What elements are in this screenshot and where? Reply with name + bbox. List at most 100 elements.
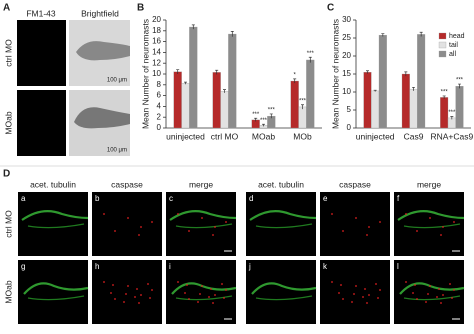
error-bar bbox=[419, 31, 423, 37]
micrograph bbox=[320, 192, 390, 256]
fluorescence-image bbox=[17, 20, 66, 86]
error-bar bbox=[412, 86, 415, 91]
caspase-signal bbox=[127, 217, 129, 219]
error-bar bbox=[301, 104, 304, 110]
fluorescence-image bbox=[17, 90, 66, 156]
caspase-signal bbox=[225, 221, 227, 223]
micrograph bbox=[246, 192, 316, 256]
caspase-signal bbox=[362, 296, 364, 298]
panel-letter: i bbox=[169, 262, 171, 271]
y-tick-label: 12 bbox=[152, 58, 161, 67]
caspase-signal bbox=[140, 226, 142, 228]
column-header: acet. tubulin bbox=[258, 179, 304, 189]
panel-letter: B bbox=[137, 3, 144, 14]
error-bar bbox=[458, 83, 461, 89]
caspase-signal bbox=[405, 281, 407, 283]
legend-swatch bbox=[438, 50, 447, 58]
caspase-signal bbox=[140, 294, 142, 296]
caspase-signal bbox=[151, 221, 153, 223]
caspase-signal bbox=[353, 293, 355, 295]
scale-bar-label: 100 μm bbox=[107, 78, 127, 84]
row-label: MOab bbox=[3, 280, 13, 303]
panel-letter: k bbox=[323, 262, 328, 271]
row-label: ctrl MO bbox=[3, 210, 13, 238]
legend-swatch bbox=[438, 41, 447, 49]
caspase-signal bbox=[340, 284, 342, 286]
error-bar bbox=[450, 116, 454, 120]
bar bbox=[378, 34, 387, 129]
column-header: caspase bbox=[111, 179, 143, 189]
x-tick-label: RNA+Cas9 bbox=[430, 131, 473, 141]
x-tick-label: uninjected bbox=[166, 131, 205, 141]
caspase-signal bbox=[188, 230, 190, 232]
caspase-signal bbox=[177, 213, 179, 215]
column-header: caspase bbox=[339, 179, 371, 189]
micrograph bbox=[246, 260, 316, 324]
column-header: acet. tubulin bbox=[30, 179, 76, 189]
micrograph bbox=[166, 192, 236, 256]
bar bbox=[212, 72, 221, 129]
y-tick-label: 20 bbox=[342, 51, 351, 60]
caspase-signal bbox=[197, 301, 199, 303]
caspase-signal bbox=[331, 213, 333, 215]
y-axis-label: Mean Number of neuromasts bbox=[330, 19, 340, 129]
significance: *** bbox=[260, 118, 268, 124]
panel-letter: C bbox=[327, 3, 334, 14]
bar bbox=[189, 26, 198, 129]
error-bar bbox=[230, 30, 234, 37]
caspase-signal bbox=[442, 226, 444, 228]
error-bar bbox=[215, 69, 219, 75]
tubulin-signal bbox=[251, 282, 317, 295]
bar bbox=[363, 72, 372, 129]
caspase-signal bbox=[342, 230, 344, 232]
caspase-signal bbox=[110, 292, 112, 294]
error-bar bbox=[308, 56, 312, 63]
y-tick-label: 2 bbox=[157, 112, 162, 121]
significance: *** bbox=[268, 108, 276, 114]
column-header: merge bbox=[189, 179, 213, 189]
caspase-signal bbox=[184, 292, 186, 294]
caspase-signal bbox=[379, 221, 381, 223]
x-tick-label: Cas9 bbox=[404, 131, 424, 141]
x-tick-label: MOb bbox=[293, 131, 312, 141]
x-tick-label: MOab bbox=[252, 131, 275, 141]
micrograph bbox=[92, 192, 162, 256]
tubulin-signal bbox=[175, 223, 233, 229]
y-tick-label: 5 bbox=[347, 105, 352, 114]
caspase-signal bbox=[429, 217, 431, 219]
bar bbox=[181, 83, 190, 129]
error-bar bbox=[254, 117, 258, 122]
error-bar bbox=[366, 70, 369, 74]
significance: *** bbox=[299, 98, 307, 104]
tubulin-signal bbox=[27, 223, 85, 229]
bar bbox=[409, 88, 418, 129]
micrograph bbox=[320, 260, 390, 324]
panel-letter: b bbox=[95, 194, 100, 203]
caspase-signal bbox=[114, 298, 116, 300]
error-bar bbox=[176, 69, 180, 74]
micrograph bbox=[394, 192, 464, 256]
y-tick-label: 25 bbox=[342, 33, 351, 42]
caspase-signal bbox=[366, 302, 368, 304]
bar bbox=[371, 90, 380, 129]
significance: * bbox=[294, 72, 297, 78]
bar bbox=[455, 86, 464, 129]
y-tick-label: 0 bbox=[347, 123, 352, 132]
bar bbox=[447, 117, 456, 129]
caspase-signal bbox=[366, 234, 368, 236]
column-header: Brightfield bbox=[81, 8, 119, 18]
caspase-signal bbox=[114, 230, 116, 232]
bar bbox=[290, 80, 299, 129]
error-bar bbox=[184, 81, 187, 85]
tubulin-signal bbox=[23, 282, 89, 295]
y-tick-label: 18 bbox=[152, 26, 161, 35]
error-bar bbox=[404, 71, 408, 77]
caspase-signal bbox=[127, 285, 129, 287]
caspase-signal bbox=[149, 297, 151, 299]
caspase-signal bbox=[355, 285, 357, 287]
panel-letter: A bbox=[3, 3, 10, 14]
caspase-signal bbox=[151, 289, 153, 291]
micrograph bbox=[18, 260, 88, 324]
caspase-signal bbox=[199, 293, 201, 295]
error-bar bbox=[269, 113, 273, 119]
